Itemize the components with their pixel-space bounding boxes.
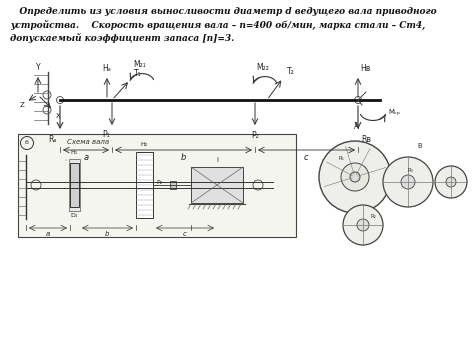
Text: M₂₁: M₂₁ [134, 60, 146, 69]
Text: Rʙ: Rʙ [361, 135, 371, 144]
Text: D₁: D₁ [70, 213, 78, 218]
Text: P₂: P₂ [156, 180, 162, 185]
Text: c: c [304, 153, 308, 162]
Circle shape [357, 219, 369, 231]
Bar [191, 167, 243, 203]
Text: R₂: R₂ [371, 214, 377, 219]
Text: A: A [355, 122, 360, 131]
Bar [170, 181, 176, 189]
Circle shape [31, 180, 41, 190]
Text: H₂: H₂ [140, 142, 147, 147]
Text: Hʙ: Hʙ [360, 64, 370, 73]
Text: X: X [56, 113, 61, 119]
Text: a: a [83, 153, 89, 162]
Text: допускаемый коэффициент запаса [n]=3.: допускаемый коэффициент запаса [n]=3. [10, 33, 234, 43]
Text: b: b [180, 153, 186, 162]
Text: Z: Z [19, 102, 25, 108]
Bar [70, 163, 79, 207]
Text: a: a [46, 231, 50, 237]
Text: i: i [216, 157, 218, 163]
Circle shape [43, 91, 51, 99]
Circle shape [341, 163, 369, 191]
Text: Y: Y [36, 63, 40, 72]
Text: Hₐ: Hₐ [103, 64, 111, 73]
Text: P₁: P₁ [102, 130, 110, 139]
Circle shape [446, 177, 456, 187]
Circle shape [383, 157, 433, 207]
Text: H₁: H₁ [70, 150, 78, 155]
Text: устройства.    Скорость вращения вала – n=400 об/мин, марка стали – Cm4,: устройства. Скорость вращения вала – n=4… [10, 20, 425, 30]
Bar [136, 152, 153, 218]
Text: b: b [105, 231, 109, 237]
Circle shape [435, 166, 467, 198]
Circle shape [56, 97, 64, 104]
Text: R₃: R₃ [408, 168, 414, 173]
Text: P₂: P₂ [251, 131, 259, 140]
Text: c: c [183, 231, 187, 237]
Text: Схема вала: Схема вала [67, 139, 109, 145]
Text: M₂₂: M₂₂ [256, 62, 269, 72]
Circle shape [319, 141, 391, 213]
Text: Rₐ: Rₐ [49, 135, 57, 144]
Text: Определить из условия выносливости диаметр d ведущего вала приводного: Определить из условия выносливости диаме… [10, 7, 437, 16]
Circle shape [253, 180, 263, 190]
Circle shape [20, 137, 34, 149]
Circle shape [401, 175, 415, 189]
Circle shape [343, 205, 383, 245]
Text: B: B [418, 143, 422, 149]
Text: R₁: R₁ [338, 157, 344, 162]
Text: T₁: T₁ [134, 69, 142, 78]
Text: T₂: T₂ [287, 67, 295, 76]
Text: б: б [25, 141, 29, 146]
Circle shape [355, 97, 362, 104]
Circle shape [350, 172, 360, 182]
Circle shape [43, 106, 51, 114]
Bar [18, 134, 296, 237]
Text: Mₖₚ: Mₖₚ [388, 109, 400, 115]
Bar [69, 159, 80, 211]
